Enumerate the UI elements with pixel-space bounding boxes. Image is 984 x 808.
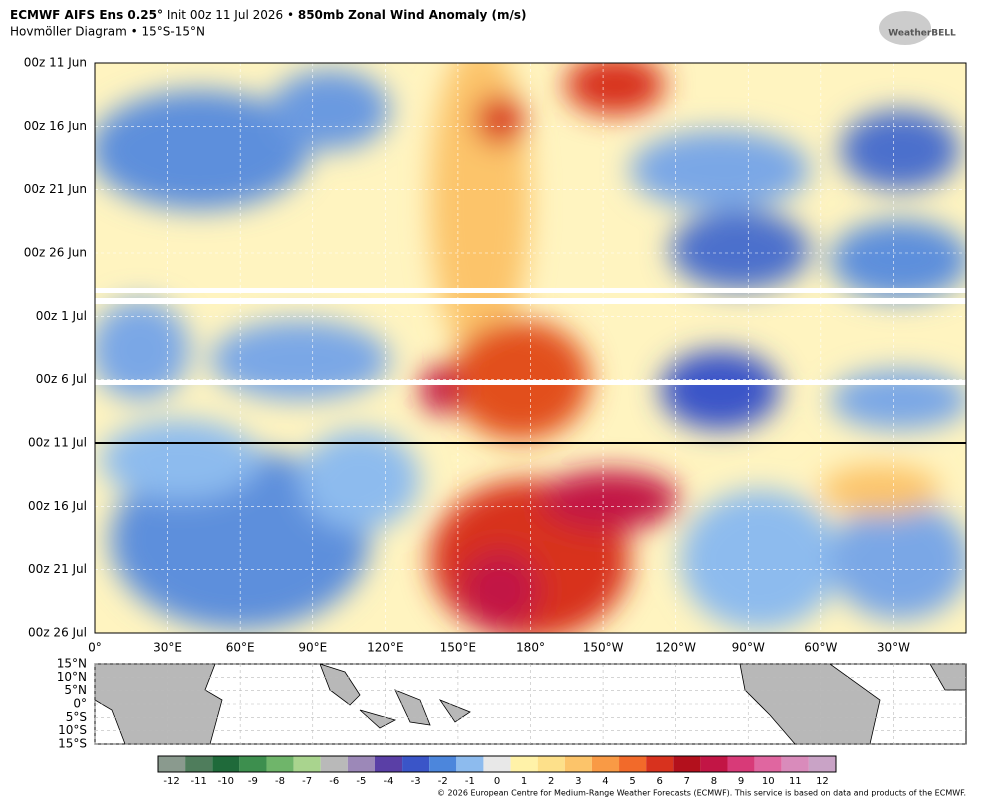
map-panel [94,663,967,745]
x-tick-label: 30°E [153,641,182,655]
x-tick-label: 0° [88,641,102,655]
colorbar-label: 11 [789,776,802,787]
lat-tick-label: 10°S [58,723,87,737]
y-tick-label: 00z 21 Jun [24,182,87,196]
field [95,63,966,633]
colorbar-label: 7 [684,776,690,787]
colorbar-swatch [212,756,240,772]
colorbar-label: -9 [248,776,258,787]
plot-frame [94,62,967,634]
colorbar-label: -6 [329,776,339,787]
colorbar-label: -12 [163,776,179,787]
x-tick-label: 120°W [655,641,696,655]
y-tick-label: 00z 21 Jul [28,562,87,576]
title-part: ECMWF AIFS Ens 0.25° [10,8,163,22]
logo-swirl [879,11,931,45]
colorbar-label: 8 [711,776,717,787]
lat-tick-label: 15°S [58,737,87,751]
colorbar-label: -10 [218,776,234,787]
colorbar-swatch [510,756,538,772]
colorbar-label: 10 [762,776,775,787]
colorbar-label: -8 [275,776,285,787]
colorbar-swatch [591,756,620,772]
x-tick-label: 150°W [583,641,624,655]
colorbar-label: -7 [302,776,312,787]
colorbar-label: 6 [657,776,663,787]
colorbar-label: -4 [384,776,394,787]
missing-data [95,288,966,293]
y-tick-label: 00z 16 Jul [28,499,87,513]
colorbar-label: 2 [548,776,554,787]
y-tick-label: 00z 26 Jul [28,626,87,640]
colorbar-swatch [646,756,674,772]
lat-tick-label: 15°N [57,657,87,671]
colorbar-swatch [374,756,403,772]
colorbar-swatch [727,756,755,772]
colorbar-swatch [754,756,782,772]
x-tick-label: 120°E [367,641,404,655]
colorbar-swatch [185,756,213,772]
colorbar-swatch [456,756,484,772]
colorbar-label: -2 [438,776,448,787]
colorbar-label: 0 [494,776,500,787]
colorbar-swatch [402,756,430,772]
colorbar-label: 9 [738,776,744,787]
title: ECMWF AIFS Ens 0.25° Init 00z 11 Jul 202… [10,8,527,22]
missing-data [95,298,966,304]
colorbar-label: -3 [411,776,421,787]
colorbar-swatch [673,756,701,772]
colorbar-swatch [808,756,836,772]
y-tick-label: 00z 16 Jun [24,119,87,133]
colorbar-swatch [564,756,592,772]
colorbar-swatch [619,756,647,772]
copyright: © 2026 European Centre for Medium-Range … [437,789,966,798]
x-tick-label: 30°W [877,641,910,655]
colorbar-label: -5 [356,776,366,787]
colorbar-swatch [537,756,565,772]
colorbar-label: 12 [816,776,829,787]
x-tick-label: 180° [516,641,545,655]
colorbar-swatch [347,756,375,772]
colorbar-label: 4 [602,776,608,787]
lat-tick-label: 0° [73,697,87,711]
subtitle: Hovmöller Diagram • 15°S-15°N [10,25,205,39]
colorbar-swatch [429,756,457,772]
y-tick-label: 00z 26 Jun [24,246,87,260]
logo: WeatherBELL [888,29,956,39]
y-tick-label: 00z 6 Jul [36,372,87,386]
x-tick-label: 150°E [440,641,477,655]
title-part: Init 00z 11 Jul 2026 • [167,8,294,22]
x-tick-label: 90°W [732,641,765,655]
colorbar-swatch [266,756,294,772]
x-tick-label: 60°E [226,641,255,655]
colorbar-label: 1 [521,776,527,787]
y-tick-label: 00z 1 Jul [36,309,87,323]
colorbar-swatch [483,756,511,772]
colorbar-label: 5 [629,776,635,787]
colorbar-swatch [781,756,809,772]
colorbar-label: -11 [191,776,207,787]
lat-tick-label: 10°N [57,670,87,684]
land [319,663,471,729]
colorbar-frame [157,755,837,773]
lat-tick-label: 5°N [64,683,87,697]
colorbar-label: -1 [465,776,475,787]
colorbar-label: 3 [575,776,581,787]
colorbar-swatch [700,756,728,772]
colorbar-swatch [239,756,267,772]
x-tick-label: 60°W [804,641,837,655]
x-tick-label: 90°E [298,641,327,655]
colorbar-swatch [293,756,321,772]
colorbar-swatch [158,756,186,772]
title-part: 850mb Zonal Wind Anomaly (m/s) [298,8,527,22]
colorbar-swatch [320,756,348,772]
lat-tick-label: 5°S [66,710,87,724]
y-tick-label: 00z 11 Jun [24,56,87,70]
y-tick-label: 00z 11 Jul [28,436,87,450]
